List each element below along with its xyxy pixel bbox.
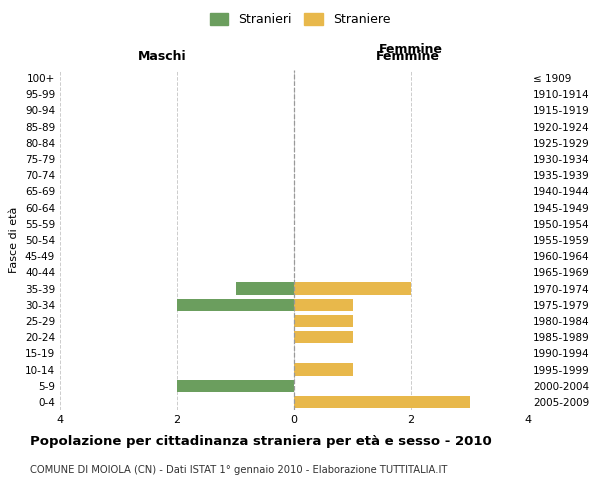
Bar	[294, 331, 353, 343]
Text: COMUNE DI MOIOLA (CN) - Dati ISTAT 1° gennaio 2010 - Elaborazione TUTTITALIA.IT: COMUNE DI MOIOLA (CN) - Dati ISTAT 1° ge…	[30, 465, 448, 475]
Bar	[294, 315, 353, 327]
Bar	[294, 364, 353, 376]
Bar	[294, 282, 411, 294]
Bar	[235, 282, 294, 294]
Y-axis label: Anni di nascita: Anni di nascita	[599, 198, 600, 281]
Bar	[177, 380, 294, 392]
Y-axis label: Fasce di età: Fasce di età	[10, 207, 19, 273]
Bar	[294, 396, 470, 408]
Text: Femmine: Femmine	[376, 50, 440, 62]
Bar	[294, 298, 353, 311]
Legend: Stranieri, Straniere: Stranieri, Straniere	[206, 8, 394, 30]
Text: Femmine: Femmine	[379, 44, 443, 57]
Bar	[177, 298, 294, 311]
Text: Maschi: Maschi	[137, 50, 187, 62]
Text: Popolazione per cittadinanza straniera per età e sesso - 2010: Popolazione per cittadinanza straniera p…	[30, 435, 492, 448]
